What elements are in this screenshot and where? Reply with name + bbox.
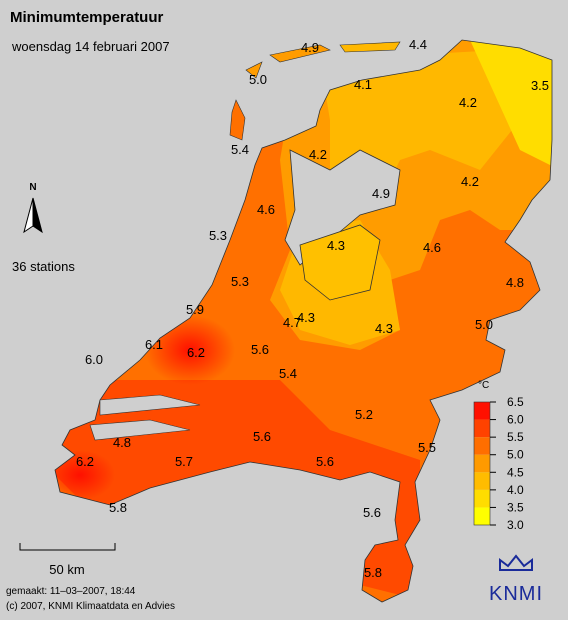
- station-value: 5.4: [279, 366, 297, 381]
- station-value: 5.6: [363, 505, 381, 520]
- station-value: 4.7: [283, 315, 301, 330]
- station-value: 5.6: [253, 429, 271, 444]
- island: [339, 41, 401, 53]
- station-value: 4.8: [113, 435, 131, 450]
- station-value: 4.2: [461, 174, 479, 189]
- station-value: 5.8: [109, 500, 127, 515]
- island: [245, 61, 263, 79]
- made-date: gemaakt: 11–03–2007, 18:44: [6, 586, 136, 597]
- station-value: 5.6: [316, 454, 334, 469]
- station-value: 4.4: [409, 37, 427, 52]
- island: [229, 99, 246, 141]
- station-value: 5.2: [355, 407, 373, 422]
- station-count: 36 stations: [12, 259, 75, 274]
- station-value: 5.7: [175, 454, 193, 469]
- station-value: 3.5: [531, 78, 549, 93]
- legend-frame: [473, 401, 491, 526]
- legend-swatch: [474, 437, 490, 455]
- north-arrow: [23, 197, 43, 234]
- legend-swatch: [474, 507, 490, 525]
- station-value: 4.8: [506, 275, 524, 290]
- legend-swatch: [474, 454, 490, 473]
- station-value: 5.0: [475, 317, 493, 332]
- legend-tick-label: 3.0: [507, 518, 524, 532]
- station-value: 4.1: [354, 77, 372, 92]
- legend-tick-label: 3.5: [507, 500, 524, 514]
- station-value: 4.3: [297, 310, 315, 325]
- station-value: 4.9: [301, 40, 319, 55]
- station-value: 4.9: [372, 186, 390, 201]
- station-value: 5.3: [231, 274, 249, 289]
- scale-label: 50 km: [49, 562, 84, 577]
- station-value: 6.1: [145, 337, 163, 352]
- station-value: 6.2: [76, 454, 94, 469]
- ijsselmeer: [284, 149, 401, 266]
- station-value: 5.8: [364, 565, 382, 580]
- legend-tick-label: 4.5: [507, 465, 524, 479]
- station-value: 5.4: [231, 142, 249, 157]
- legend-tick-label: 6.5: [507, 395, 524, 409]
- stations: 4.9 4.45.0 4.1 3.54.25.4 4.24.94.24.65.34.3 4…: [76, 37, 549, 580]
- legend-swatch: [474, 472, 490, 490]
- title: Minimumtemperatuur: [10, 9, 164, 26]
- station-value: 5.6: [251, 342, 269, 357]
- legend-swatch: [474, 402, 490, 420]
- north-label: N: [29, 182, 36, 193]
- legend-tick-label: 6.0: [507, 413, 524, 427]
- station-value: 4.6: [423, 240, 441, 255]
- subtitle: woensdag 14 februari 2007: [11, 39, 170, 54]
- station-value: 5.0: [249, 72, 267, 87]
- copyright: (c) 2007, KNMI Klimaatdata en Advies: [6, 601, 175, 612]
- legend: 6.5 6.0 5.5 5.0 4.5 4.0 3.5 3.0: [473, 395, 524, 532]
- legend-unit: °C: [478, 380, 489, 391]
- station-value: 4.3: [375, 321, 393, 336]
- scale-bar: [19, 543, 116, 551]
- station-value: 4.2: [459, 95, 477, 110]
- station-value: 6.0: [85, 352, 103, 367]
- island: [269, 44, 331, 63]
- station-value: 5.5: [418, 440, 436, 455]
- station-value: 4.6: [257, 202, 275, 217]
- legend-tick-label: 4.0: [507, 483, 524, 497]
- station-value: 5.3: [209, 228, 227, 243]
- flevoland: [299, 224, 381, 301]
- legend-tick-label: 5.5: [507, 430, 524, 444]
- station-value: 5.9: [186, 302, 204, 317]
- station-value: 4.2: [309, 147, 327, 162]
- knmi-logo: [499, 554, 533, 571]
- station-value: 4.3: [327, 238, 345, 253]
- estuary: [89, 394, 201, 441]
- legend-swatch: [474, 419, 490, 438]
- legend-tick-label: 5.0: [507, 448, 524, 462]
- logo-text: KNMI: [489, 583, 543, 605]
- legend-swatch: [474, 489, 490, 508]
- station-value: 6.2: [187, 345, 205, 360]
